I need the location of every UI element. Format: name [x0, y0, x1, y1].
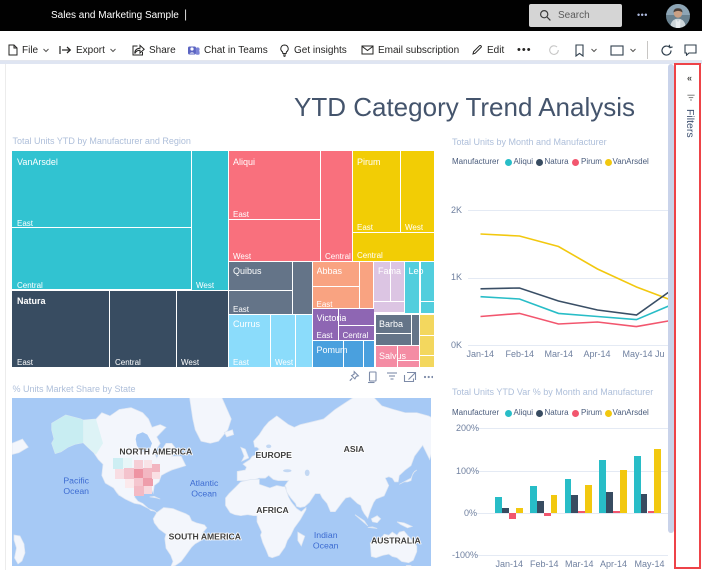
svg-text:NORTH AMERICA: NORTH AMERICA — [119, 447, 192, 457]
svg-text:SOUTH AMERICA: SOUTH AMERICA — [169, 532, 241, 542]
svg-text:Indian: Indian — [314, 530, 338, 540]
svg-text:AFRICA: AFRICA — [256, 505, 288, 515]
svg-text:AUSTRALIA: AUSTRALIA — [371, 536, 421, 546]
svg-text:ASIA: ASIA — [344, 444, 365, 454]
svg-text:EUROPE: EUROPE — [256, 450, 293, 460]
svg-text:Ocean: Ocean — [191, 489, 217, 499]
svg-text:Ocean: Ocean — [313, 541, 339, 551]
svg-text:Pacific: Pacific — [63, 476, 89, 486]
svg-text:Atlantic: Atlantic — [190, 478, 219, 488]
svg-text:Ocean: Ocean — [63, 486, 89, 496]
